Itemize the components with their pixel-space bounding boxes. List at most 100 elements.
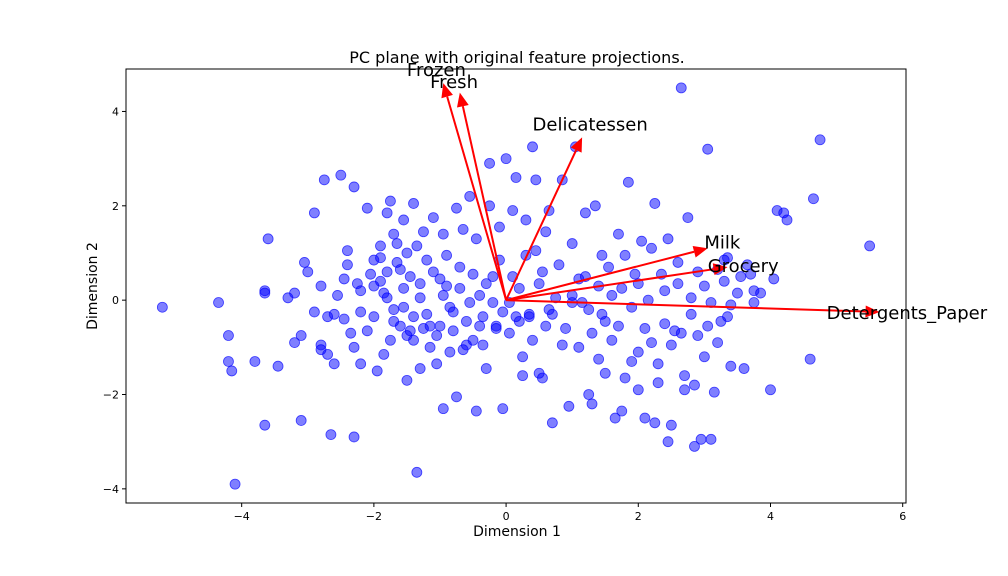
scatter-point xyxy=(272,360,284,372)
scatter-point xyxy=(441,249,452,261)
y-tick-label: 2 xyxy=(112,200,119,213)
scatter-point xyxy=(546,417,558,429)
scatter-point xyxy=(355,285,367,297)
arrow-fresh-head xyxy=(457,92,469,108)
scatter-point xyxy=(510,172,522,183)
y-axis-label: Dimension 2 xyxy=(85,242,101,330)
scatter-point xyxy=(497,306,509,318)
scatter-point xyxy=(692,330,704,341)
scatter-point xyxy=(632,384,644,396)
scatter-point xyxy=(431,330,443,341)
scatter-point xyxy=(659,285,671,297)
scatter-point xyxy=(408,311,419,323)
scatter-point xyxy=(603,261,614,273)
scatter-point xyxy=(725,299,737,311)
scatter-point xyxy=(338,313,350,325)
scatter-point xyxy=(289,337,300,349)
scatter-point xyxy=(322,349,334,360)
scatter-point xyxy=(589,200,601,212)
scatter-point xyxy=(431,358,443,370)
scatter-point xyxy=(328,308,340,320)
scatter-point xyxy=(401,247,413,259)
scatter-point xyxy=(229,478,241,490)
arrow-delicatessen-head xyxy=(570,137,583,153)
scatter-point xyxy=(381,292,393,304)
scatter-point xyxy=(414,278,426,290)
scatter-point xyxy=(470,233,482,245)
scatter-point xyxy=(299,257,310,268)
scatter-point xyxy=(355,306,367,318)
scatter-point xyxy=(434,320,446,332)
scatter-point xyxy=(616,405,628,417)
scatter-point xyxy=(679,370,690,382)
scatter-point xyxy=(517,370,529,382)
scatter-point xyxy=(427,266,439,278)
arrow-detergents_paper-shaft xyxy=(506,299,866,313)
scatter-point xyxy=(527,334,538,346)
x-tick-label: 0 xyxy=(503,510,510,523)
scatter-point xyxy=(213,297,224,308)
scatter-point xyxy=(259,287,271,299)
scatter-point xyxy=(537,372,548,384)
x-tick-label: 6 xyxy=(899,510,906,523)
scatter-point xyxy=(503,327,515,339)
arrow-milk-shaft xyxy=(505,250,695,302)
scatter-point xyxy=(619,372,631,384)
scatter-point xyxy=(464,297,476,308)
scatter-point xyxy=(295,330,307,341)
scatter-point xyxy=(441,280,452,292)
scatter-point xyxy=(451,202,462,214)
scatter-point xyxy=(477,339,489,351)
scatter-point xyxy=(520,214,532,226)
scatter-point xyxy=(404,271,416,282)
scatter-point xyxy=(494,221,505,233)
scatter-point xyxy=(348,181,360,193)
scatter-point xyxy=(507,205,519,216)
scatter-point xyxy=(652,358,664,370)
scatter-point xyxy=(530,174,542,186)
scatter-point xyxy=(718,254,730,266)
arrow-label-fresh: Fresh xyxy=(430,72,478,93)
scatter-point xyxy=(156,301,168,313)
scatter-point xyxy=(434,273,446,285)
plot-frame xyxy=(125,68,907,504)
scatter-point xyxy=(689,440,700,452)
arrow-label-milk: Milk xyxy=(704,232,741,253)
scatter-point xyxy=(487,297,499,308)
scatter-point xyxy=(335,169,347,181)
scatter-point xyxy=(530,245,542,257)
scatter-point xyxy=(500,153,512,165)
scatter-point xyxy=(537,266,548,278)
scatter-point xyxy=(636,235,647,247)
scatter-point xyxy=(649,198,661,209)
scatter-point xyxy=(345,327,357,339)
scatter-point xyxy=(318,174,330,186)
scatter-point xyxy=(385,195,396,207)
scatter-point xyxy=(659,318,671,330)
scatter-point xyxy=(223,356,234,367)
scatter-point xyxy=(328,358,340,370)
scatter-point xyxy=(474,320,486,332)
scatter-point xyxy=(295,415,307,426)
scatter-point xyxy=(308,207,320,219)
arrow-milk-head xyxy=(692,245,708,258)
scatter-point xyxy=(672,257,684,268)
scatter-point xyxy=(408,198,419,209)
arrow-label-frozen: Frozen xyxy=(407,60,466,81)
scatter-point xyxy=(457,223,469,235)
scatter-point xyxy=(289,287,300,299)
scatter-point xyxy=(447,325,459,337)
scatter-point xyxy=(814,134,826,146)
scatter-point xyxy=(332,290,343,301)
scatter-point xyxy=(523,308,535,320)
scatter-point xyxy=(741,259,753,271)
scatter-point xyxy=(679,384,690,396)
scatter-point xyxy=(391,238,403,249)
scatter-point xyxy=(424,341,436,353)
scatter-point xyxy=(593,353,605,365)
scatter-point xyxy=(665,419,677,431)
scatter-point xyxy=(454,261,466,273)
scatter-point xyxy=(596,308,608,320)
scatter-point xyxy=(732,287,743,299)
